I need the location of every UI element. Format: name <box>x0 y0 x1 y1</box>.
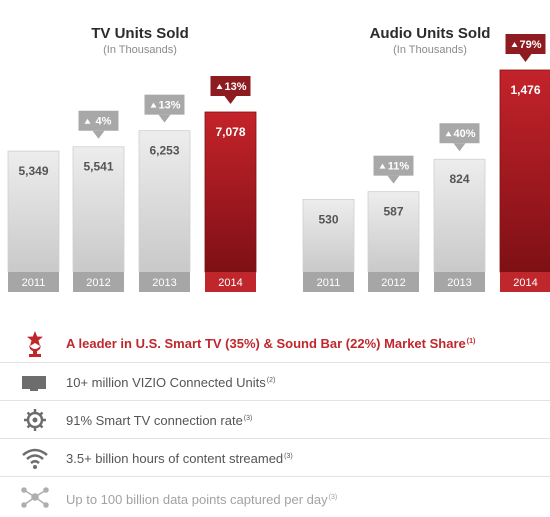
audio-growth-callout-2012 <box>373 155 414 176</box>
tv-chart-subtitle: (In Thousands) <box>103 44 177 56</box>
audio-growth-pointer-2013 <box>453 143 466 152</box>
tv-value-label-2012: 5,541 <box>83 160 113 174</box>
tv-growth-up-arrow-icon-2014 <box>216 84 223 89</box>
audio-growth-up-arrow-icon-2012 <box>379 163 386 169</box>
tv-year-box-2014 <box>205 272 256 292</box>
tv-year-label-2011: 2011 <box>22 277 46 289</box>
fact-row-content-streamed: 3.5+ billion hours of content streamed(3… <box>0 442 550 476</box>
fact-row-data-points: Up to 100 billion data points captured p… <box>0 483 550 517</box>
award-star-icon <box>27 331 43 357</box>
tv-growth-callout-2012 <box>78 110 119 131</box>
audio-year-label-2013: 2013 <box>447 277 471 289</box>
tv-bar-2013 <box>138 130 191 273</box>
audio-growth-up-arrow-icon-2014 <box>511 42 518 47</box>
tv-growth-label-2012: 4% <box>96 116 112 128</box>
audio-chart-subtitle: (In Thousands) <box>393 44 467 56</box>
tv-year-box-2011 <box>8 272 59 292</box>
fact-text-content-streamed: 3.5+ billion hours of content streamed(3… <box>66 451 293 466</box>
audio-year-label-2012: 2012 <box>381 277 405 289</box>
audio-year-box-2014 <box>500 272 550 292</box>
audio-year-box-2011 <box>303 272 354 292</box>
fact-row-market-share: A leader in U.S. Smart TV (35%) & Sound … <box>0 328 550 362</box>
tv-growth-label-2014: 13% <box>224 81 246 93</box>
tv-growth-pointer-2013 <box>158 114 171 123</box>
tv-bar-2014 <box>204 111 257 273</box>
audio-growth-label-2012: 11% <box>388 161 410 173</box>
audio-year-box-2012 <box>368 272 419 292</box>
tv-growth-up-arrow-icon-2013 <box>150 102 157 108</box>
charts-section: TV Units Sold (In Thousands) Audio Units… <box>7 25 550 292</box>
audio-bar-2012 <box>367 191 420 273</box>
audio-bar-2014 <box>499 69 550 273</box>
audio-year-label-2011: 2011 <box>317 277 341 289</box>
tv-bar-2012 <box>72 146 125 273</box>
tv-screen-icon <box>22 376 46 391</box>
fact-text-connection-rate: 91% Smart TV connection rate(3) <box>66 413 253 428</box>
facts-list: A leader in U.S. Smart TV (35%) & Sound … <box>0 318 550 508</box>
tv-year-label-2012: 2012 <box>86 277 110 289</box>
fact-text-connected-units: 10+ million VIZIO Connected Units(2) <box>66 375 276 390</box>
audio-bar-2013 <box>433 158 486 273</box>
audio-growth-callout-2014 <box>505 34 546 54</box>
tv-year-box-2012 <box>73 272 124 292</box>
audio-growth-pointer-2012 <box>387 175 400 184</box>
tv-value-label-2013: 6,253 <box>149 144 179 158</box>
tv-year-label-2013: 2013 <box>152 277 176 289</box>
tv-chart-title: TV Units Sold <box>91 25 189 42</box>
tv-growth-callout-2013 <box>144 94 185 115</box>
audio-value-label-2014: 1,476 <box>510 83 540 97</box>
tv-year-box-2013 <box>139 272 190 292</box>
audio-growth-callout-2013 <box>439 123 480 144</box>
data-network-icon <box>21 487 49 508</box>
audio-year-box-2013 <box>434 272 485 292</box>
tv-year-label-2014: 2014 <box>218 277 242 289</box>
fact-row-connected-units: 10+ million VIZIO Connected Units(2) <box>0 366 550 400</box>
fact-text-data-points: Up to 100 billion data points captured p… <box>66 492 338 507</box>
audio-growth-pointer-2014 <box>519 54 532 62</box>
tv-growth-pointer-2014 <box>224 96 237 104</box>
tv-growth-callout-2014 <box>210 76 251 96</box>
wifi-icon <box>22 448 48 469</box>
audio-value-label-2011: 530 <box>318 212 338 226</box>
audio-growth-up-arrow-icon-2013 <box>445 131 452 137</box>
tv-growth-pointer-2012 <box>92 130 105 139</box>
tv-bar-2011 <box>7 150 60 273</box>
audio-chart-title: Audio Units Sold <box>369 25 491 42</box>
tv-growth-label-2013: 13% <box>158 100 180 112</box>
tv-growth-up-arrow-icon-2012 <box>84 118 91 124</box>
tv-value-label-2011: 5,349 <box>18 164 48 178</box>
connection-gear-icon <box>24 409 46 431</box>
fact-row-connection-rate: 91% Smart TV connection rate(3) <box>0 404 550 438</box>
audio-growth-label-2014: 79% <box>519 39 541 51</box>
audio-year-label-2014: 2014 <box>513 277 537 289</box>
fact-text-market-share: A leader in U.S. Smart TV (35%) & Sound … <box>66 336 476 351</box>
audio-value-label-2013: 824 <box>449 172 469 186</box>
audio-value-label-2012: 587 <box>383 205 403 219</box>
audio-bar-2011 <box>302 199 355 273</box>
bar-charts: 5,349 2011 5,541 2012 4% 6,253 2013 13% 7,078 201… <box>7 34 550 292</box>
audio-growth-label-2013: 40% <box>453 128 475 140</box>
tv-value-label-2014: 7,078 <box>215 125 245 139</box>
